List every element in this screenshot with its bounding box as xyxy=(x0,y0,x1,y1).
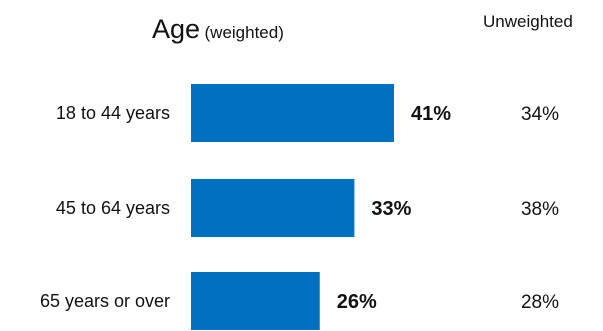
bar xyxy=(191,272,320,330)
chart-subtitle: (weighted) xyxy=(204,23,284,42)
unweighted-value-label: 28% xyxy=(521,292,559,313)
category-label: 65 years or over xyxy=(40,291,170,311)
chart-title: Age (weighted) xyxy=(152,14,284,45)
bar xyxy=(191,179,355,237)
chart-title-main: Age xyxy=(152,14,201,44)
category-label: 18 to 44 years xyxy=(56,103,170,123)
unweighted-value-label: 38% xyxy=(521,199,559,220)
bar-value-label: 33% xyxy=(371,198,411,220)
bar-value-label: 41% xyxy=(411,103,451,125)
unweighted-value-label: 34% xyxy=(521,104,559,125)
bar-value-label: 26% xyxy=(337,291,377,313)
category-label: 45 to 64 years xyxy=(56,198,170,218)
unweighted-column-header: Unweighted xyxy=(483,12,573,31)
bar xyxy=(191,84,394,142)
